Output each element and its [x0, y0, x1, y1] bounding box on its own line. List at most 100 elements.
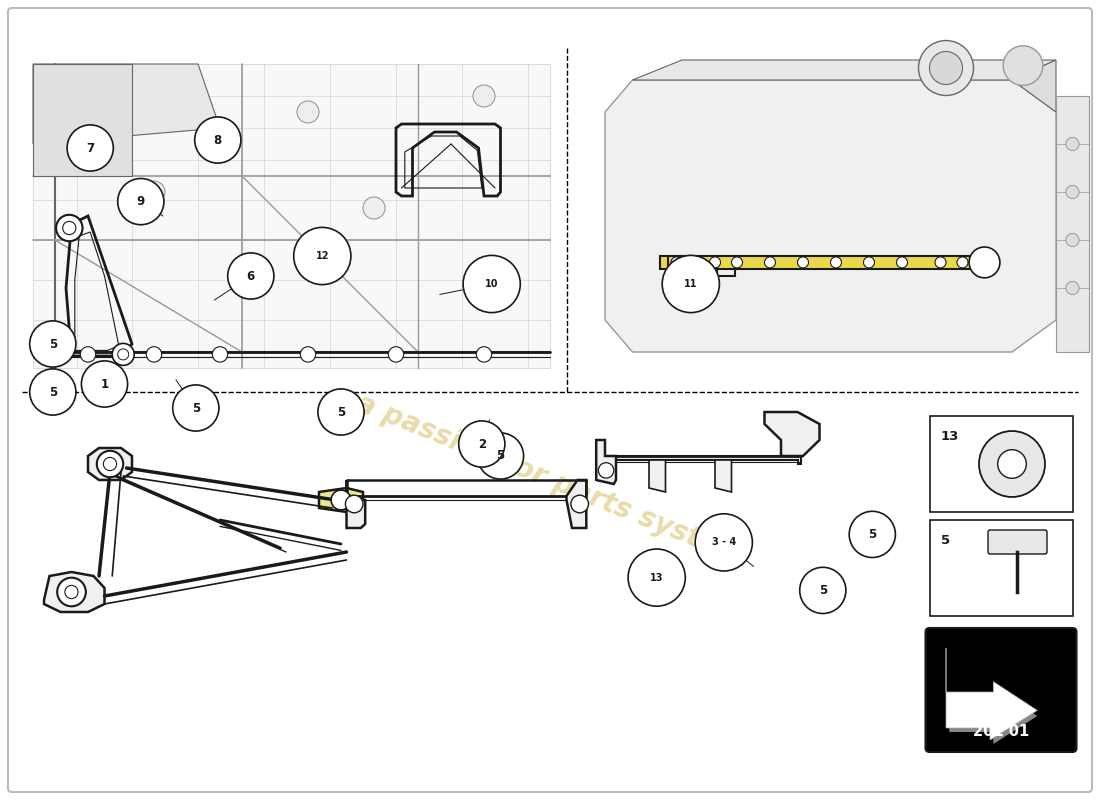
Circle shape	[628, 549, 685, 606]
Ellipse shape	[476, 346, 492, 362]
Ellipse shape	[998, 450, 1026, 478]
Ellipse shape	[57, 578, 86, 606]
Circle shape	[173, 385, 219, 431]
Ellipse shape	[388, 346, 404, 362]
Text: 9: 9	[136, 195, 145, 208]
Text: 13: 13	[940, 430, 959, 442]
Text: 13: 13	[650, 573, 663, 582]
FancyBboxPatch shape	[925, 628, 1077, 752]
Polygon shape	[596, 440, 616, 484]
Circle shape	[849, 511, 895, 558]
Text: 2: 2	[477, 438, 486, 450]
Ellipse shape	[363, 197, 385, 219]
Ellipse shape	[764, 257, 776, 268]
Ellipse shape	[732, 257, 742, 268]
Polygon shape	[1056, 96, 1089, 352]
Circle shape	[800, 567, 846, 614]
Ellipse shape	[146, 346, 162, 362]
Polygon shape	[346, 480, 365, 528]
Ellipse shape	[65, 586, 78, 598]
Text: 5: 5	[868, 528, 877, 541]
Text: 201 01: 201 01	[972, 725, 1030, 739]
Ellipse shape	[297, 101, 319, 123]
Ellipse shape	[930, 51, 962, 85]
Circle shape	[30, 369, 76, 415]
Polygon shape	[949, 652, 1037, 744]
Ellipse shape	[935, 257, 946, 268]
Circle shape	[67, 125, 113, 171]
Text: 5: 5	[337, 406, 345, 418]
Text: 8: 8	[213, 134, 222, 146]
Text: 7: 7	[86, 142, 95, 154]
Ellipse shape	[969, 247, 1000, 278]
Polygon shape	[605, 80, 1056, 352]
Polygon shape	[566, 480, 586, 528]
Circle shape	[695, 514, 752, 571]
Ellipse shape	[710, 257, 720, 268]
Text: 3 - 4: 3 - 4	[712, 538, 736, 547]
Circle shape	[30, 321, 76, 367]
Ellipse shape	[979, 431, 1045, 497]
Ellipse shape	[80, 346, 96, 362]
Ellipse shape	[63, 222, 76, 234]
Ellipse shape	[345, 495, 363, 513]
Ellipse shape	[1066, 282, 1079, 294]
Ellipse shape	[571, 495, 588, 513]
Circle shape	[118, 178, 164, 225]
Text: 5: 5	[940, 534, 949, 546]
Ellipse shape	[143, 101, 165, 123]
Ellipse shape	[97, 451, 123, 477]
Polygon shape	[319, 488, 363, 512]
Ellipse shape	[1066, 186, 1079, 198]
Ellipse shape	[798, 257, 808, 268]
Text: 5: 5	[48, 338, 57, 350]
Ellipse shape	[143, 181, 165, 203]
Circle shape	[81, 361, 128, 407]
Ellipse shape	[688, 257, 698, 268]
Circle shape	[459, 421, 505, 467]
Polygon shape	[632, 60, 1056, 80]
FancyBboxPatch shape	[930, 520, 1072, 616]
Polygon shape	[33, 64, 550, 368]
Text: 5: 5	[496, 450, 505, 462]
Ellipse shape	[1066, 234, 1079, 246]
Circle shape	[463, 255, 520, 313]
Ellipse shape	[103, 458, 117, 470]
Ellipse shape	[77, 141, 99, 163]
Ellipse shape	[957, 257, 968, 268]
Ellipse shape	[598, 462, 614, 478]
Ellipse shape	[300, 346, 316, 362]
Ellipse shape	[112, 343, 134, 366]
Ellipse shape	[331, 490, 351, 510]
Circle shape	[195, 117, 241, 163]
Circle shape	[318, 389, 364, 435]
Polygon shape	[33, 64, 220, 144]
Ellipse shape	[671, 257, 682, 268]
Text: 11: 11	[684, 279, 697, 289]
Text: 12: 12	[316, 251, 329, 261]
Circle shape	[228, 253, 274, 299]
FancyBboxPatch shape	[8, 8, 1092, 792]
Circle shape	[477, 433, 524, 479]
Ellipse shape	[473, 85, 495, 107]
FancyBboxPatch shape	[988, 530, 1047, 554]
Ellipse shape	[1003, 46, 1043, 86]
Text: 6: 6	[246, 270, 255, 282]
Polygon shape	[605, 456, 801, 464]
Circle shape	[294, 227, 351, 285]
Polygon shape	[649, 460, 666, 492]
Text: 5: 5	[48, 386, 57, 398]
Text: 5: 5	[818, 584, 827, 597]
Text: 1: 1	[100, 378, 109, 390]
Ellipse shape	[830, 257, 842, 268]
Ellipse shape	[118, 349, 129, 360]
Polygon shape	[715, 460, 732, 492]
Ellipse shape	[896, 257, 907, 268]
Polygon shape	[88, 448, 132, 480]
Ellipse shape	[1066, 138, 1079, 150]
Polygon shape	[1012, 60, 1056, 112]
Ellipse shape	[56, 214, 82, 242]
Ellipse shape	[918, 41, 974, 95]
Polygon shape	[764, 412, 820, 456]
Ellipse shape	[77, 101, 99, 123]
